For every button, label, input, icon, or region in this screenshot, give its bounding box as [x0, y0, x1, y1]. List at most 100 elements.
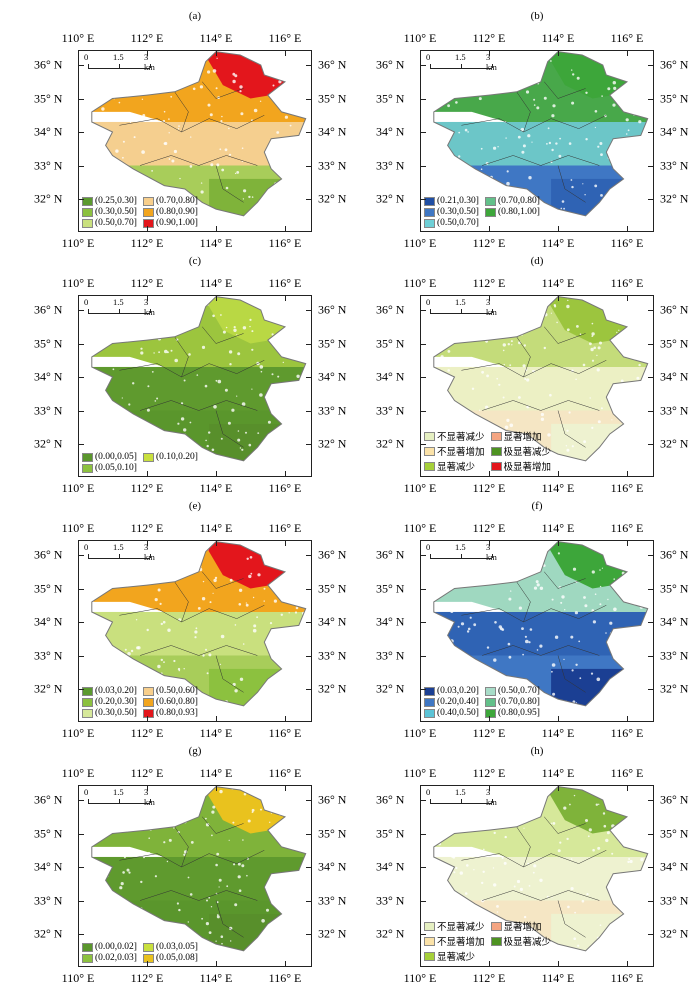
legend-label: 不显著增加: [437, 934, 485, 948]
tick-mark: [489, 51, 490, 56]
tick-mark: [147, 471, 148, 476]
legend-label: (0.80,0.95]: [498, 708, 540, 718]
tick-mark: [627, 51, 628, 56]
legend-item: (0.80,1.00]: [485, 207, 540, 217]
scale-tick: [461, 554, 462, 558]
legend-item: 不显著增加: [424, 444, 485, 458]
legend-swatch: [424, 922, 435, 931]
tick-mark: [420, 541, 421, 546]
tick-mark: [421, 589, 426, 590]
legend-label: (0.05,0.10]: [95, 463, 137, 473]
tick-mark: [79, 166, 84, 167]
tick-mark: [648, 132, 653, 133]
tick-mark: [489, 541, 490, 546]
lat-label: 33° N: [318, 893, 346, 908]
tick-mark: [79, 344, 84, 345]
lon-label: 112° E: [131, 481, 164, 496]
tick-mark: [216, 961, 217, 966]
tick-mark: [648, 310, 653, 311]
legend-label: 极显著减少: [504, 444, 552, 458]
scale-label: 0: [84, 297, 88, 307]
legend-swatch: [143, 954, 154, 963]
scale-bar: 0 1.5 3 km: [84, 52, 154, 76]
scale-tick: [150, 309, 151, 313]
lon-label: 112° E: [473, 236, 506, 251]
lon-label: 110° E: [62, 766, 95, 781]
scale-label: 1.5: [113, 787, 124, 797]
tick-mark: [78, 541, 79, 546]
panel-title: (f): [420, 500, 654, 512]
lat-label: 36° N: [318, 58, 346, 73]
lon-label: 110° E: [62, 236, 95, 251]
legend-swatch: [143, 698, 154, 707]
scale-bar: 0 1.5 3 km: [84, 542, 154, 566]
lon-label: 112° E: [131, 521, 164, 536]
scale-tick: [150, 554, 151, 558]
lat-label: 32° N: [34, 682, 62, 697]
legend-label: (0.21,0.30]: [437, 196, 479, 206]
tick-mark: [421, 132, 426, 133]
lon-label: 116° E: [269, 276, 302, 291]
lat-label: 34° N: [34, 370, 62, 385]
tick-mark: [306, 166, 311, 167]
legend-item: 显著减少: [424, 949, 485, 963]
lon-label: 114° E: [542, 276, 575, 291]
lat-label: 35° N: [34, 826, 62, 841]
legend-item: (0.80,0.93]: [143, 708, 198, 718]
scale-line: [88, 313, 150, 314]
lon-label: 114° E: [200, 971, 233, 986]
legend-label: 极显著减少: [504, 934, 552, 948]
tick-mark: [79, 377, 84, 378]
scale-label: 0: [426, 297, 430, 307]
legend-item: 极显著增加: [491, 459, 552, 473]
tick-mark: [306, 656, 311, 657]
legend-item: 不显著减少: [424, 429, 485, 443]
scale-tick: [461, 64, 462, 68]
tick-mark: [216, 786, 217, 791]
lon-label: 110° E: [404, 31, 437, 46]
lat-label: 36° N: [376, 548, 404, 563]
tick-mark: [420, 786, 421, 791]
lat-label: 36° N: [660, 548, 688, 563]
tick-mark: [306, 800, 311, 801]
legend-label: (0.50,0.70]: [498, 686, 540, 696]
tick-mark: [79, 132, 84, 133]
legend-item: (0.70,0.80]: [485, 697, 540, 707]
lat-label: 33° N: [34, 893, 62, 908]
legend-label: (0.80,1.00]: [498, 207, 540, 217]
scale-label: 3 km: [144, 52, 155, 72]
legend: 不显著减少 显著增加 不显著增加 极显著减少 显著减少 极显著增加: [424, 429, 551, 473]
legend-item: 显著增加: [491, 919, 552, 933]
lon-label: 112° E: [131, 726, 164, 741]
lat-label: 32° N: [660, 682, 688, 697]
lat-label: 36° N: [660, 58, 688, 73]
legend-swatch: [143, 208, 154, 217]
legend-item: (0.20,0.30]: [82, 697, 137, 707]
lat-label: 32° N: [660, 192, 688, 207]
legend-label: (0.90,1.00]: [156, 218, 198, 228]
lat-label: 33° N: [376, 893, 404, 908]
lat-label: 36° N: [34, 793, 62, 808]
legend-item: (0.50,0.70]: [424, 218, 479, 228]
lat-label: 35° N: [660, 91, 688, 106]
lat-label: 35° N: [376, 826, 404, 841]
legend-swatch: [82, 219, 93, 228]
lon-label: 116° E: [269, 726, 302, 741]
legend-label: (0.10,0.20]: [156, 452, 198, 462]
tick-mark: [147, 786, 148, 791]
lat-label: 34° N: [34, 125, 62, 140]
lon-label: 110° E: [62, 971, 95, 986]
lat-label: 33° N: [660, 403, 688, 418]
legend-label: (0.30,0.50]: [95, 708, 137, 718]
legend-label: (0.00,0.05]: [95, 452, 137, 462]
legend-label: (0.40,0.50]: [437, 708, 479, 718]
tick-mark: [420, 296, 421, 301]
lat-label: 33° N: [376, 648, 404, 663]
lon-label: 116° E: [269, 481, 302, 496]
tick-mark: [78, 226, 79, 231]
tick-mark: [558, 226, 559, 231]
scale-label: 3 km: [486, 542, 497, 562]
tick-mark: [648, 377, 653, 378]
panel-title: (c): [78, 255, 312, 267]
lat-label: 33° N: [318, 648, 346, 663]
